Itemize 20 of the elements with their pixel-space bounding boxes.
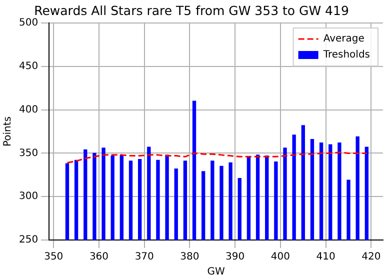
x-tick-label: 380: [180, 252, 200, 263]
line-series: [66, 152, 368, 164]
x-axis-title: GW: [207, 266, 225, 278]
y-tick-label: 300: [18, 191, 38, 202]
y-tick-label: 350: [18, 148, 38, 159]
x-tick-label: 410: [316, 252, 336, 263]
legend-label: Average: [323, 34, 364, 45]
y-axis-title: Points: [2, 116, 14, 147]
x-tick-label: 350: [44, 252, 64, 263]
y-tick-label: 400: [18, 104, 38, 116]
chart-title: Rewards All Stars rare T5 from GW 353 to GW 419: [34, 2, 349, 18]
x-tick-label: 420: [362, 252, 381, 263]
y-tick-label: 500: [18, 18, 38, 29]
y-tick-label: 250: [18, 234, 38, 246]
x-tick-label: 370: [134, 252, 154, 263]
x-tick-label: 400: [270, 252, 290, 263]
x-tick-label: 360: [89, 252, 109, 263]
y-tick-label: 450: [18, 60, 38, 72]
x-tick-label: 390: [226, 252, 245, 263]
legend-label: Tresholds: [322, 50, 370, 61]
